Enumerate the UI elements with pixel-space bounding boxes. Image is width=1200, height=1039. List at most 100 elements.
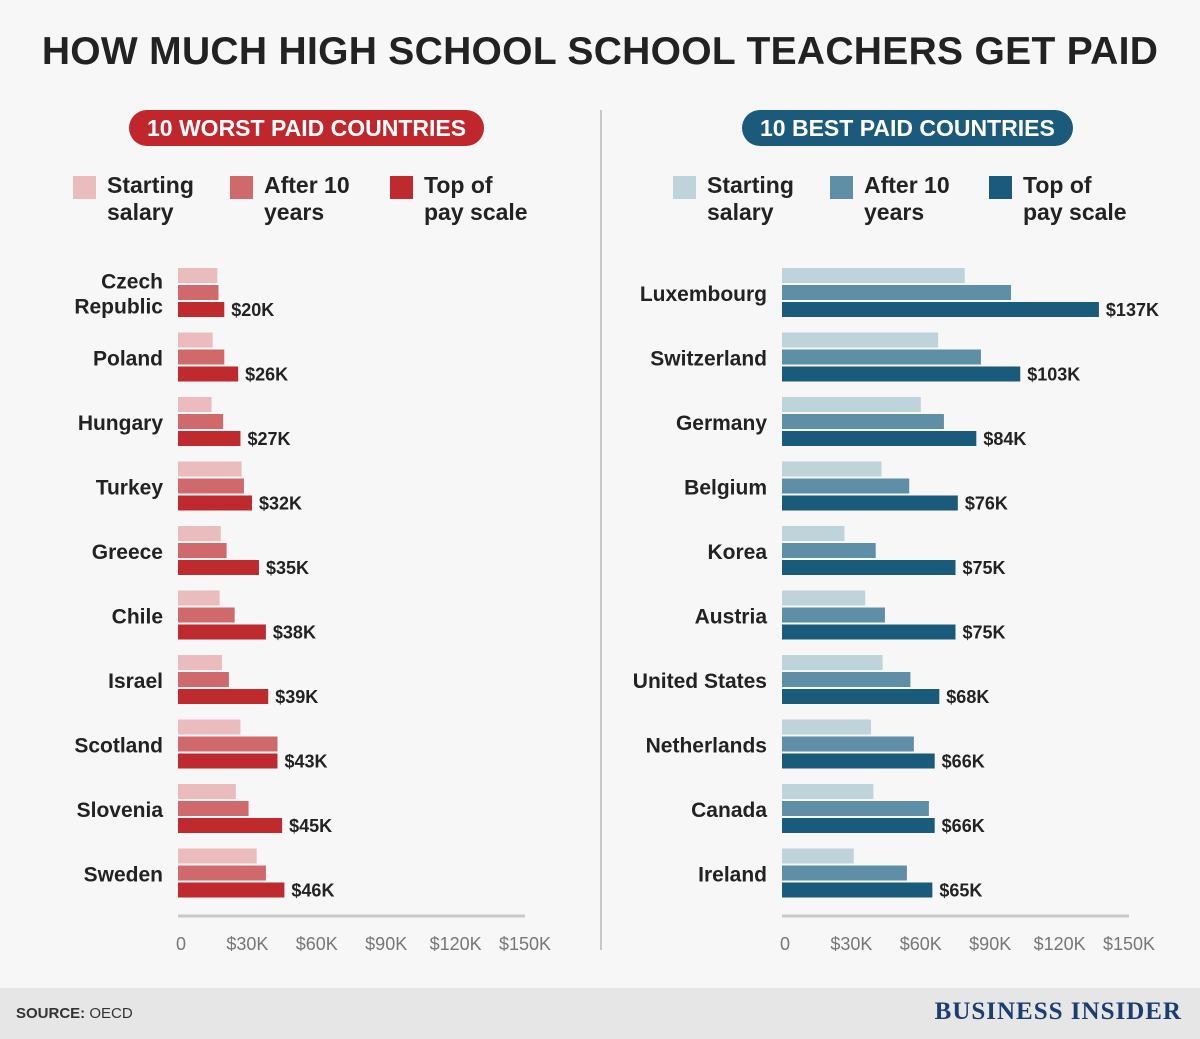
category-label: Czech bbox=[101, 271, 163, 294]
bar bbox=[178, 624, 266, 640]
bar bbox=[178, 719, 241, 735]
legend-swatch bbox=[73, 176, 96, 199]
x-tick-label: $120K bbox=[1034, 934, 1086, 954]
bar bbox=[178, 478, 244, 494]
bar bbox=[782, 672, 911, 687]
bar bbox=[782, 414, 944, 429]
panel-divider bbox=[600, 110, 602, 950]
bar bbox=[178, 431, 241, 446]
legend-label: After 10 years bbox=[264, 172, 350, 225]
category-label: Austria bbox=[695, 606, 768, 629]
category-label: Republic bbox=[74, 296, 163, 319]
bar bbox=[782, 461, 882, 477]
legend-label: Top of pay scale bbox=[1023, 172, 1127, 225]
bar bbox=[178, 672, 229, 687]
bar bbox=[178, 543, 227, 558]
value-label: $75K bbox=[963, 623, 1006, 643]
category-label: Luxembourg bbox=[640, 283, 767, 306]
category-label: Scotland bbox=[74, 735, 163, 758]
category-label: Slovenia bbox=[77, 799, 164, 822]
bar bbox=[178, 366, 239, 382]
bar bbox=[782, 332, 939, 348]
category-label: Poland bbox=[93, 348, 163, 371]
bar bbox=[782, 801, 929, 816]
bar bbox=[178, 495, 253, 511]
legend-swatch bbox=[673, 176, 696, 199]
bar bbox=[782, 607, 885, 623]
source-note: SOURCE: OECD bbox=[16, 1005, 133, 1022]
value-label: $32K bbox=[259, 494, 302, 514]
bar bbox=[782, 495, 958, 511]
x-tick-label: $90K bbox=[365, 934, 407, 954]
best-paid-chart: Luxembourg $137K Switzerland $103K Germany $8… bbox=[633, 268, 1159, 954]
bar bbox=[782, 526, 845, 541]
bar bbox=[782, 560, 956, 575]
bar bbox=[782, 882, 933, 898]
x-tick-label: $150K bbox=[1103, 934, 1155, 954]
bar bbox=[782, 302, 1099, 317]
category-label: Ireland bbox=[698, 864, 767, 887]
x-tick-label: $90K bbox=[969, 934, 1011, 954]
x-tick-label: $150K bbox=[499, 934, 551, 954]
bar bbox=[782, 719, 872, 735]
bar bbox=[178, 848, 257, 864]
bar bbox=[782, 431, 977, 446]
footer: SOURCE: OECD BUSINESS INSIDER bbox=[0, 988, 1200, 1039]
legend-swatch bbox=[830, 176, 853, 199]
legend-label: Top of pay scale bbox=[424, 172, 528, 225]
bar bbox=[782, 397, 921, 412]
bar bbox=[178, 753, 278, 769]
bar bbox=[782, 753, 935, 769]
value-label: $103K bbox=[1027, 365, 1080, 385]
category-label: Netherlands bbox=[646, 735, 767, 758]
bar bbox=[782, 655, 883, 670]
bar bbox=[178, 414, 224, 429]
bar bbox=[782, 624, 956, 640]
bar bbox=[782, 784, 874, 799]
bar bbox=[178, 655, 222, 670]
bar bbox=[782, 349, 981, 365]
category-label: Turkey bbox=[96, 477, 164, 500]
bar bbox=[178, 818, 283, 833]
bar bbox=[178, 607, 235, 623]
value-label: $26K bbox=[245, 365, 288, 385]
page-title: HOW MUCH HIGH SCHOOL SCHOOL TEACHERS GET… bbox=[41, 30, 1159, 73]
bar bbox=[178, 526, 221, 541]
source-value: OECD bbox=[89, 1005, 133, 1022]
category-label: United States bbox=[633, 670, 767, 693]
x-tick-label: $60K bbox=[900, 934, 942, 954]
bar bbox=[782, 590, 866, 606]
x-tick-label: $60K bbox=[296, 934, 338, 954]
legend-swatch bbox=[989, 176, 1012, 199]
bar bbox=[178, 397, 212, 412]
bar bbox=[178, 689, 269, 704]
category-label: Korea bbox=[707, 541, 767, 564]
category-label: Hungary bbox=[78, 412, 164, 435]
value-label: $35K bbox=[266, 558, 309, 578]
value-label: $68K bbox=[946, 687, 989, 707]
bar bbox=[782, 543, 876, 558]
bar bbox=[178, 736, 278, 752]
value-label: $84K bbox=[983, 429, 1026, 449]
best-paid-badge: 10 BEST PAID COUNTRIES bbox=[742, 110, 1073, 146]
category-label: Germany bbox=[676, 412, 767, 435]
bar bbox=[178, 285, 219, 300]
legend-swatch bbox=[390, 176, 413, 199]
x-tick-label: 0 bbox=[176, 934, 186, 954]
bar bbox=[178, 865, 266, 881]
bar bbox=[782, 285, 1012, 300]
bar bbox=[178, 882, 285, 898]
bar bbox=[178, 560, 259, 575]
bar bbox=[178, 801, 249, 816]
value-label: $66K bbox=[942, 816, 985, 836]
value-label: $45K bbox=[289, 816, 332, 836]
bar bbox=[178, 784, 236, 799]
x-tick-label: $30K bbox=[226, 934, 268, 954]
category-label: Canada bbox=[691, 799, 767, 822]
value-label: $66K bbox=[942, 752, 985, 772]
bar bbox=[782, 268, 965, 283]
value-label: $65K bbox=[939, 881, 982, 901]
value-label: $38K bbox=[273, 623, 316, 643]
value-label: $46K bbox=[291, 881, 334, 901]
